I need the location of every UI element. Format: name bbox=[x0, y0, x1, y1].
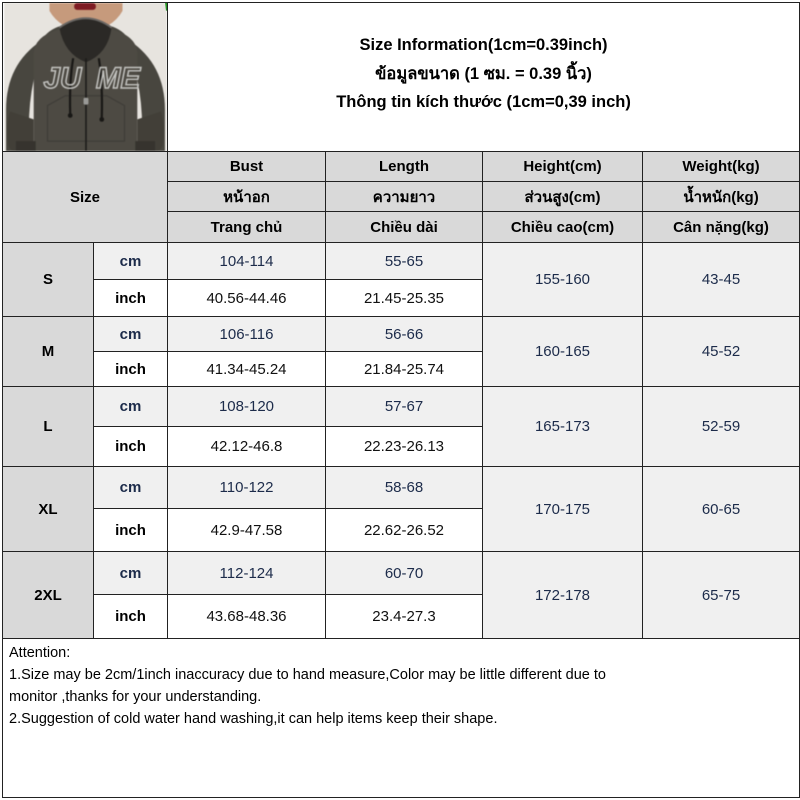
svg-text:ME: ME bbox=[96, 62, 142, 95]
svg-text:JU: JU bbox=[44, 62, 82, 95]
